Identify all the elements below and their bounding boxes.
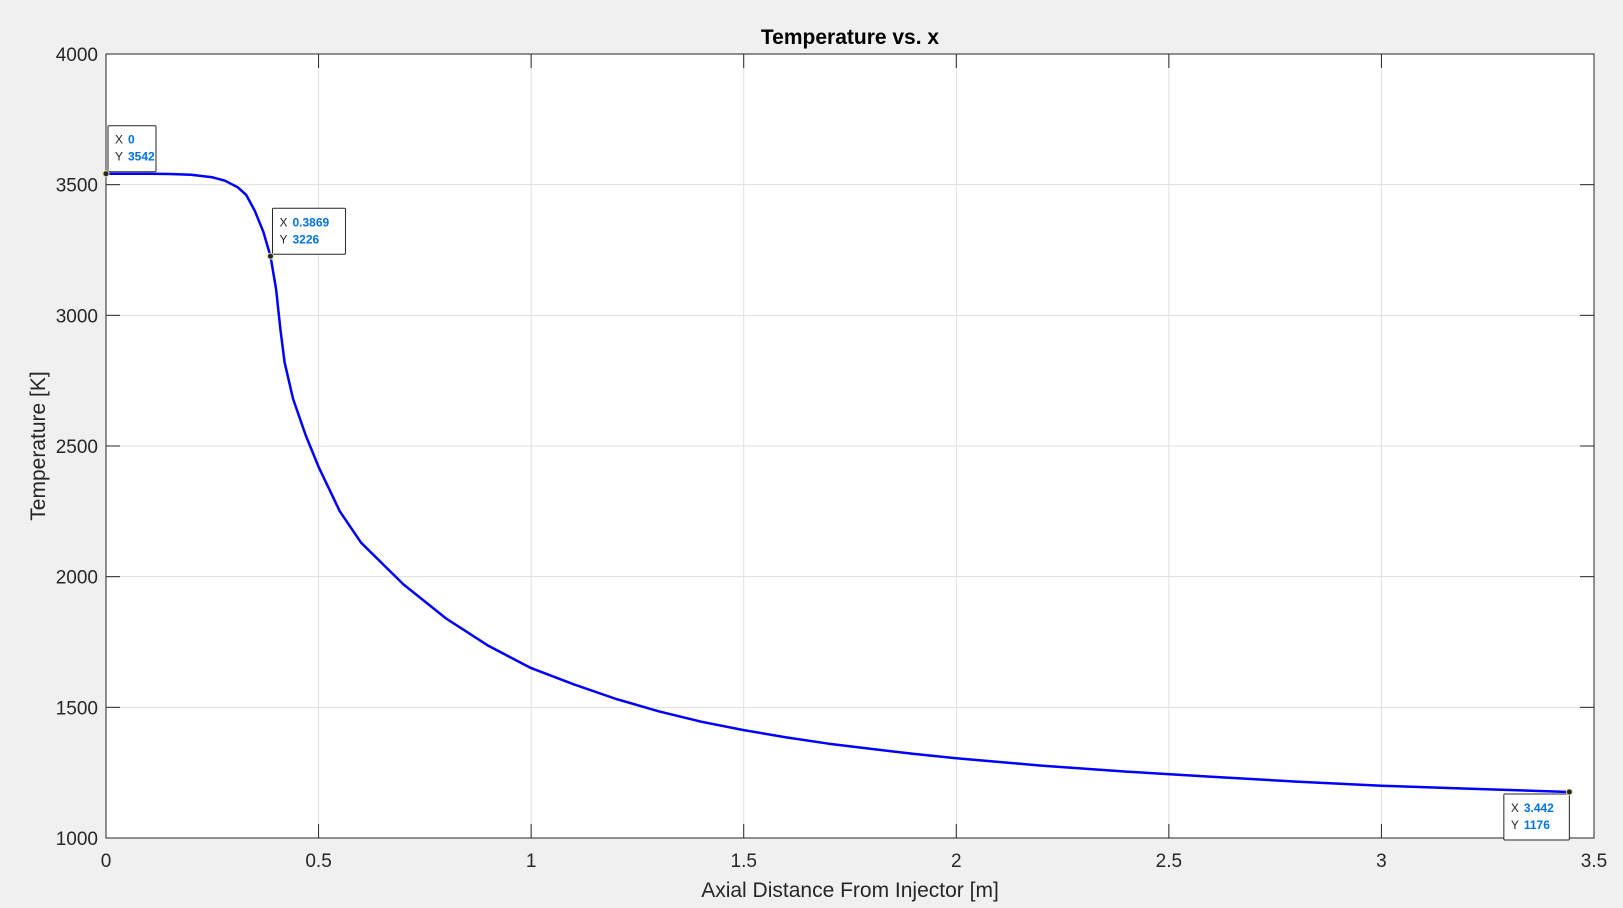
x-tick-label: 0 xyxy=(101,851,112,872)
x-tick-label: 3.5 xyxy=(1581,851,1607,872)
datatip[interactable]: X 0.3869 Y 3226 xyxy=(266,207,346,260)
x-tick-label: 1.5 xyxy=(731,851,757,872)
x-tick-label: 3 xyxy=(1376,851,1387,872)
axis-ticks: 0 0.5 1 1.5 2 2.5 3 3.5 1000 1500 2000 2500 3000 3500… xyxy=(56,45,1607,872)
datatip-box xyxy=(107,125,157,173)
datatip-y-value: 3226 xyxy=(292,232,319,246)
grid-lines xyxy=(106,54,1594,838)
datatip-box xyxy=(271,207,346,255)
datatip-y-key: Y xyxy=(1511,818,1519,832)
datatip-marker[interactable] xyxy=(1565,788,1573,796)
datatip[interactable]: X 3.442 Y 1176 xyxy=(1503,788,1573,841)
datatip-box xyxy=(1503,793,1570,841)
series-layer xyxy=(104,172,1571,794)
y-tick-label: 1500 xyxy=(56,698,98,719)
datatip-x-value: 0 xyxy=(128,133,135,147)
datatip-marker[interactable] xyxy=(266,252,274,260)
x-axis-label: Axial Distance From Injector [m] xyxy=(701,879,999,902)
y-tick-label: 1000 xyxy=(56,829,98,850)
x-tick-label: 2 xyxy=(951,851,962,872)
datatip-x-key: X xyxy=(1511,801,1519,815)
datatip-y-key: Y xyxy=(115,150,123,164)
datatip-x-value: 0.3869 xyxy=(292,215,329,229)
y-axis-label: Temperature [K] xyxy=(27,371,50,520)
datatip[interactable]: X 0Y 3542 xyxy=(102,125,157,178)
y-tick-label: 2500 xyxy=(56,437,98,458)
datatip-y-value: 3542 xyxy=(128,150,155,164)
y-tick-label: 2000 xyxy=(56,568,98,589)
temperature-series-line[interactable] xyxy=(104,172,1571,794)
datatip-y-value: 1176 xyxy=(1524,818,1550,832)
chart-title: Temperature vs. x xyxy=(761,26,940,49)
x-tick-label: 2.5 xyxy=(1156,851,1182,872)
x-tick-label: 0.5 xyxy=(305,851,331,872)
y-tick-label: 3500 xyxy=(56,176,98,197)
datatip-x-value: 3.442 xyxy=(1524,801,1554,815)
datatip-x-key: X xyxy=(279,215,287,229)
y-tick-label: 3000 xyxy=(56,306,98,327)
datatip-y-key: Y xyxy=(279,232,287,246)
datatip-x-key: X xyxy=(115,133,123,147)
datatip-marker[interactable] xyxy=(102,170,110,178)
x-tick-label: 1 xyxy=(526,851,537,872)
y-tick-label: 4000 xyxy=(56,45,98,66)
